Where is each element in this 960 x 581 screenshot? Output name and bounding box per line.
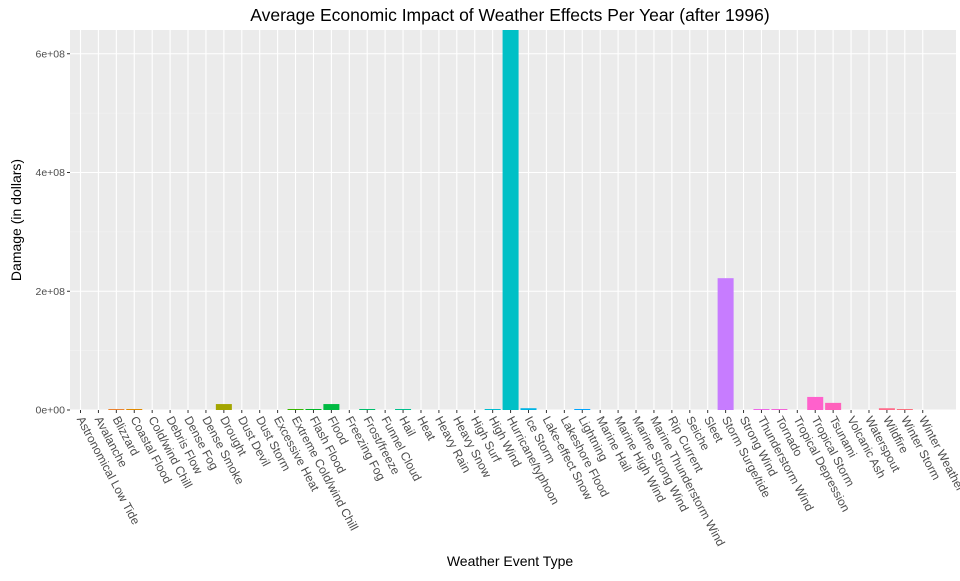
bar <box>520 408 537 410</box>
bar <box>323 404 340 410</box>
bars-layer <box>108 30 913 410</box>
bar <box>753 409 770 410</box>
y-tick-label: 0e+00 <box>36 405 66 417</box>
bar <box>878 408 895 410</box>
bar <box>807 396 824 410</box>
bar <box>574 409 591 410</box>
bar <box>395 409 412 410</box>
y-tick-label: 4e+08 <box>36 167 66 179</box>
bar <box>502 30 519 410</box>
bar <box>896 409 913 410</box>
y-axis: 0e+00 2e+08 4e+08 6e+08 <box>36 48 70 417</box>
bar <box>717 278 734 410</box>
x-axis-label: Weather Event Type <box>447 553 574 569</box>
bar <box>771 409 788 410</box>
bar <box>108 409 125 410</box>
bar <box>825 402 842 410</box>
y-axis-label: Damage (in dollars) <box>8 159 24 281</box>
bar <box>215 404 232 410</box>
bar <box>305 409 322 410</box>
chart-title: Average Economic Impact of Weather Effec… <box>250 5 769 25</box>
bar <box>359 409 376 410</box>
y-tick-label: 2e+08 <box>36 286 66 298</box>
bar <box>484 409 501 410</box>
bar <box>126 409 143 410</box>
bar <box>287 409 304 410</box>
y-tick-label: 6e+08 <box>36 48 66 60</box>
x-axis: Astronomical Low TideAvalancheBlizzardCo… <box>74 410 960 549</box>
